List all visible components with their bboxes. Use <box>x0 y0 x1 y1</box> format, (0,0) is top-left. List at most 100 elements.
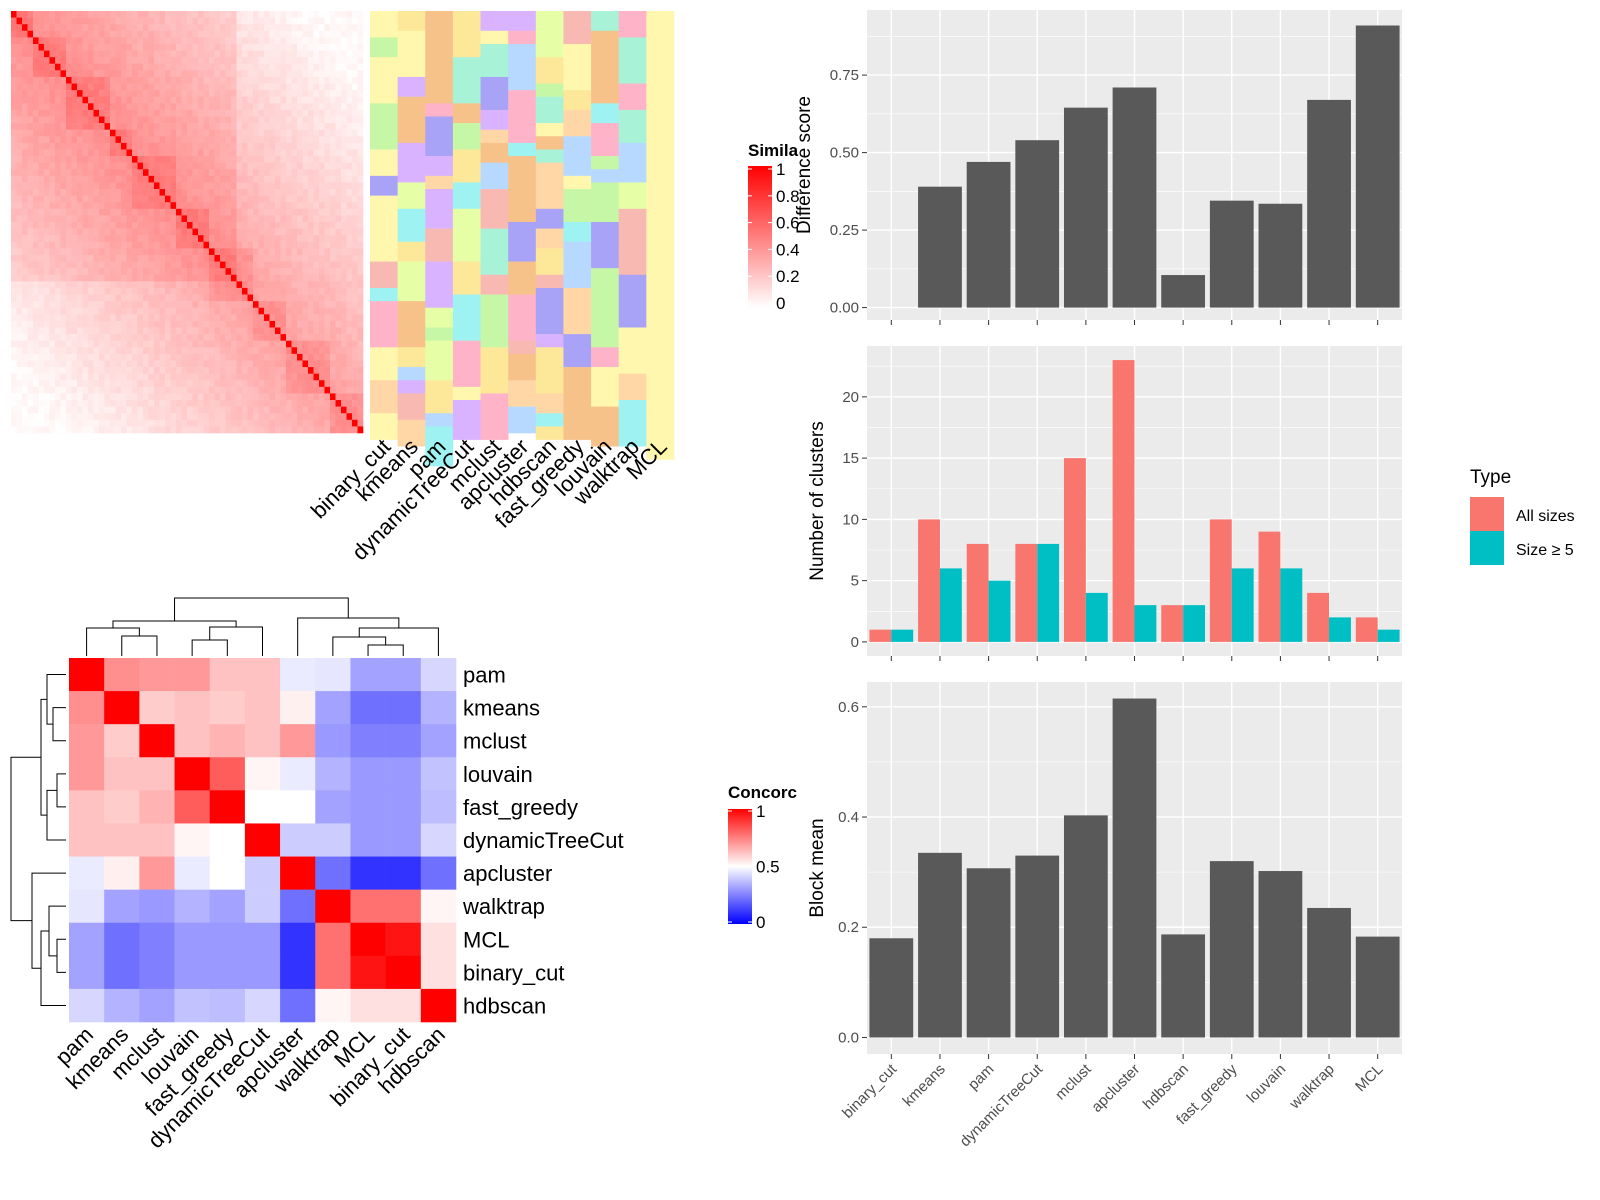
similarity-cell <box>154 235 160 243</box>
similarity-cell <box>159 11 166 18</box>
similarity-cell <box>253 419 259 427</box>
similarity-cell <box>324 182 331 190</box>
similarity-cell <box>77 254 83 262</box>
similarity-cell <box>308 353 314 361</box>
similarity-cell <box>187 149 193 157</box>
similarity-cell <box>143 222 149 229</box>
similarity-cell <box>258 360 265 368</box>
similarity-cell <box>22 136 28 144</box>
similarity-cell <box>60 169 67 177</box>
similarity-cell <box>231 340 237 348</box>
similarity-cell <box>203 149 210 157</box>
similarity-cell <box>352 241 358 249</box>
similarity-cell <box>302 347 309 355</box>
similarity-cell <box>291 43 298 51</box>
similarity-cell <box>220 195 226 203</box>
similarity-cell <box>33 208 39 216</box>
similarity-cell <box>143 294 149 302</box>
similarity-cell <box>143 17 149 25</box>
annotation-cell <box>370 57 398 71</box>
similarity-cell <box>346 149 353 157</box>
similarity-cell <box>291 307 298 315</box>
similarity-cell <box>88 136 94 144</box>
similarity-cell <box>253 360 259 368</box>
similarity-cell <box>77 367 83 374</box>
similarity-cell <box>214 393 221 401</box>
concordance-cell <box>244 823 281 857</box>
similarity-cell <box>33 373 39 381</box>
similarity-cell <box>181 195 188 203</box>
similarity-cell <box>88 57 94 65</box>
similarity-cell <box>269 386 276 394</box>
concordance-cell <box>315 790 351 824</box>
similarity-cell <box>33 426 39 434</box>
similarity-cell <box>231 301 237 309</box>
annotation-cell <box>591 76 620 104</box>
similarity-cell <box>297 189 303 196</box>
similarity-cell <box>357 254 364 262</box>
concordance-cell <box>174 658 211 692</box>
similarity-cell <box>126 83 133 91</box>
similarity-cell <box>38 182 45 190</box>
similarity-cell <box>335 367 342 374</box>
similarity-cell <box>253 301 259 309</box>
similarity-cell <box>44 182 50 190</box>
similarity-cell <box>192 175 199 183</box>
similarity-cell <box>341 380 347 388</box>
similarity-cell <box>335 24 342 32</box>
similarity-cell <box>280 413 287 421</box>
similarity-cell <box>225 11 232 18</box>
similarity-cell <box>38 30 45 38</box>
similarity-cell <box>22 419 28 427</box>
similarity-cell <box>264 90 270 98</box>
similarity-cell <box>71 17 78 25</box>
similarity-cell <box>269 63 276 71</box>
annotation-cell <box>646 83 675 130</box>
similarity-cell <box>99 307 105 315</box>
annotation-cell <box>397 241 426 262</box>
similarity-cell <box>253 340 259 348</box>
similarity-cell <box>220 386 226 394</box>
similarity-cell <box>253 76 259 84</box>
similarity-cell <box>121 17 127 25</box>
similarity-cell <box>33 96 39 104</box>
similarity-cell <box>104 235 111 243</box>
similarity-cell <box>341 43 347 51</box>
similarity-cell <box>308 400 314 407</box>
similarity-cell <box>203 76 210 84</box>
similarity-cell <box>33 11 39 18</box>
similarity-cell <box>165 406 171 414</box>
similarity-cell <box>71 43 78 51</box>
similarity-cell <box>357 228 364 236</box>
similarity-cell <box>247 142 254 150</box>
similarity-cell <box>225 123 232 130</box>
similarity-cell <box>159 228 166 236</box>
similarity-cell <box>269 116 276 124</box>
similarity-cell <box>203 320 210 328</box>
similarity-cell <box>242 96 248 104</box>
similarity-cell <box>258 281 265 289</box>
similarity-cell <box>302 314 309 322</box>
similarity-cell <box>253 189 259 196</box>
similarity-cell <box>335 11 342 18</box>
annotation-cell <box>480 393 509 440</box>
similarity-cell <box>154 301 160 309</box>
similarity-cell <box>236 162 243 170</box>
similarity-cell <box>209 37 215 45</box>
similarity-cell <box>126 136 133 144</box>
similarity-cell <box>313 37 320 45</box>
similarity-cell <box>187 222 193 229</box>
similarity-cell <box>187 373 193 381</box>
concordance-cell <box>350 658 386 692</box>
similarity-cell <box>357 123 364 130</box>
similarity-cell <box>60 419 67 427</box>
annotation-cell <box>535 274 564 289</box>
similarity-cell <box>154 268 160 276</box>
similarity-cell <box>104 136 111 144</box>
similarity-cell <box>357 380 364 388</box>
similarity-cell <box>308 109 314 117</box>
similarity-cell <box>60 156 67 163</box>
similarity-cell <box>132 90 138 98</box>
x-tick-label: kmeans <box>900 1061 949 1110</box>
similarity-cell <box>132 136 138 144</box>
